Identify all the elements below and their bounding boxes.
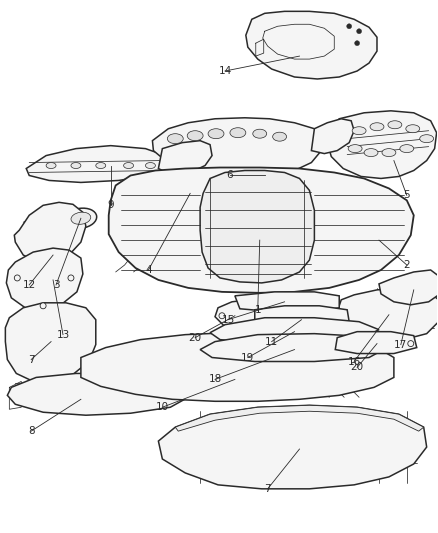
Polygon shape — [175, 405, 424, 431]
Text: 9: 9 — [107, 200, 114, 211]
Ellipse shape — [187, 131, 203, 141]
Polygon shape — [159, 141, 212, 174]
Ellipse shape — [71, 163, 81, 168]
Ellipse shape — [400, 144, 414, 152]
Polygon shape — [337, 288, 438, 342]
Ellipse shape — [370, 123, 384, 131]
Text: 18: 18 — [208, 374, 222, 384]
Text: 12: 12 — [23, 280, 36, 290]
Text: 1: 1 — [254, 305, 261, 315]
Polygon shape — [81, 333, 394, 401]
Text: 17: 17 — [394, 340, 407, 350]
Text: 4: 4 — [145, 265, 152, 275]
Ellipse shape — [230, 128, 246, 138]
Text: 20: 20 — [189, 333, 202, 343]
Text: 3: 3 — [53, 280, 60, 290]
Ellipse shape — [406, 125, 420, 133]
Ellipse shape — [65, 208, 97, 228]
Ellipse shape — [46, 163, 56, 168]
Polygon shape — [5, 303, 96, 382]
Circle shape — [408, 341, 414, 346]
Ellipse shape — [352, 127, 366, 135]
Circle shape — [40, 303, 46, 309]
Polygon shape — [311, 119, 354, 154]
Ellipse shape — [388, 121, 402, 129]
Polygon shape — [246, 11, 377, 79]
Polygon shape — [7, 248, 83, 310]
Ellipse shape — [145, 163, 155, 168]
Text: 11: 11 — [265, 337, 278, 346]
Text: 15: 15 — [221, 314, 235, 325]
Polygon shape — [109, 167, 414, 293]
Polygon shape — [164, 182, 212, 205]
Ellipse shape — [382, 149, 396, 157]
Text: 7: 7 — [28, 354, 35, 365]
Ellipse shape — [364, 149, 378, 157]
Ellipse shape — [273, 132, 286, 141]
Polygon shape — [215, 300, 262, 330]
Polygon shape — [200, 171, 314, 283]
Ellipse shape — [208, 129, 224, 139]
Circle shape — [357, 29, 362, 34]
Ellipse shape — [71, 212, 91, 224]
Text: 19: 19 — [241, 352, 254, 362]
Ellipse shape — [96, 163, 106, 168]
Text: 16: 16 — [347, 357, 361, 367]
Polygon shape — [327, 111, 437, 179]
Circle shape — [355, 41, 360, 46]
Polygon shape — [255, 306, 349, 330]
Ellipse shape — [253, 129, 267, 138]
Polygon shape — [210, 318, 379, 344]
Circle shape — [347, 24, 352, 29]
Text: 5: 5 — [403, 190, 410, 200]
Text: 6: 6 — [226, 171, 233, 181]
Polygon shape — [14, 203, 86, 262]
Ellipse shape — [348, 144, 362, 152]
Ellipse shape — [179, 188, 201, 199]
Text: 7: 7 — [265, 484, 271, 494]
Polygon shape — [379, 270, 438, 305]
Ellipse shape — [167, 134, 183, 144]
Polygon shape — [26, 146, 168, 182]
Ellipse shape — [124, 163, 134, 168]
Circle shape — [219, 313, 225, 319]
Text: 8: 8 — [28, 426, 35, 436]
Text: 13: 13 — [57, 329, 70, 340]
Polygon shape — [7, 374, 188, 415]
Text: 20: 20 — [350, 362, 364, 373]
Polygon shape — [159, 405, 427, 489]
Text: 14: 14 — [218, 66, 232, 76]
Ellipse shape — [420, 135, 434, 143]
Text: 10: 10 — [156, 402, 169, 412]
Circle shape — [14, 275, 20, 281]
Polygon shape — [235, 292, 339, 312]
Text: 2: 2 — [403, 260, 410, 270]
Polygon shape — [335, 332, 417, 353]
Circle shape — [68, 275, 74, 281]
Polygon shape — [152, 118, 324, 176]
Polygon shape — [200, 334, 391, 361]
